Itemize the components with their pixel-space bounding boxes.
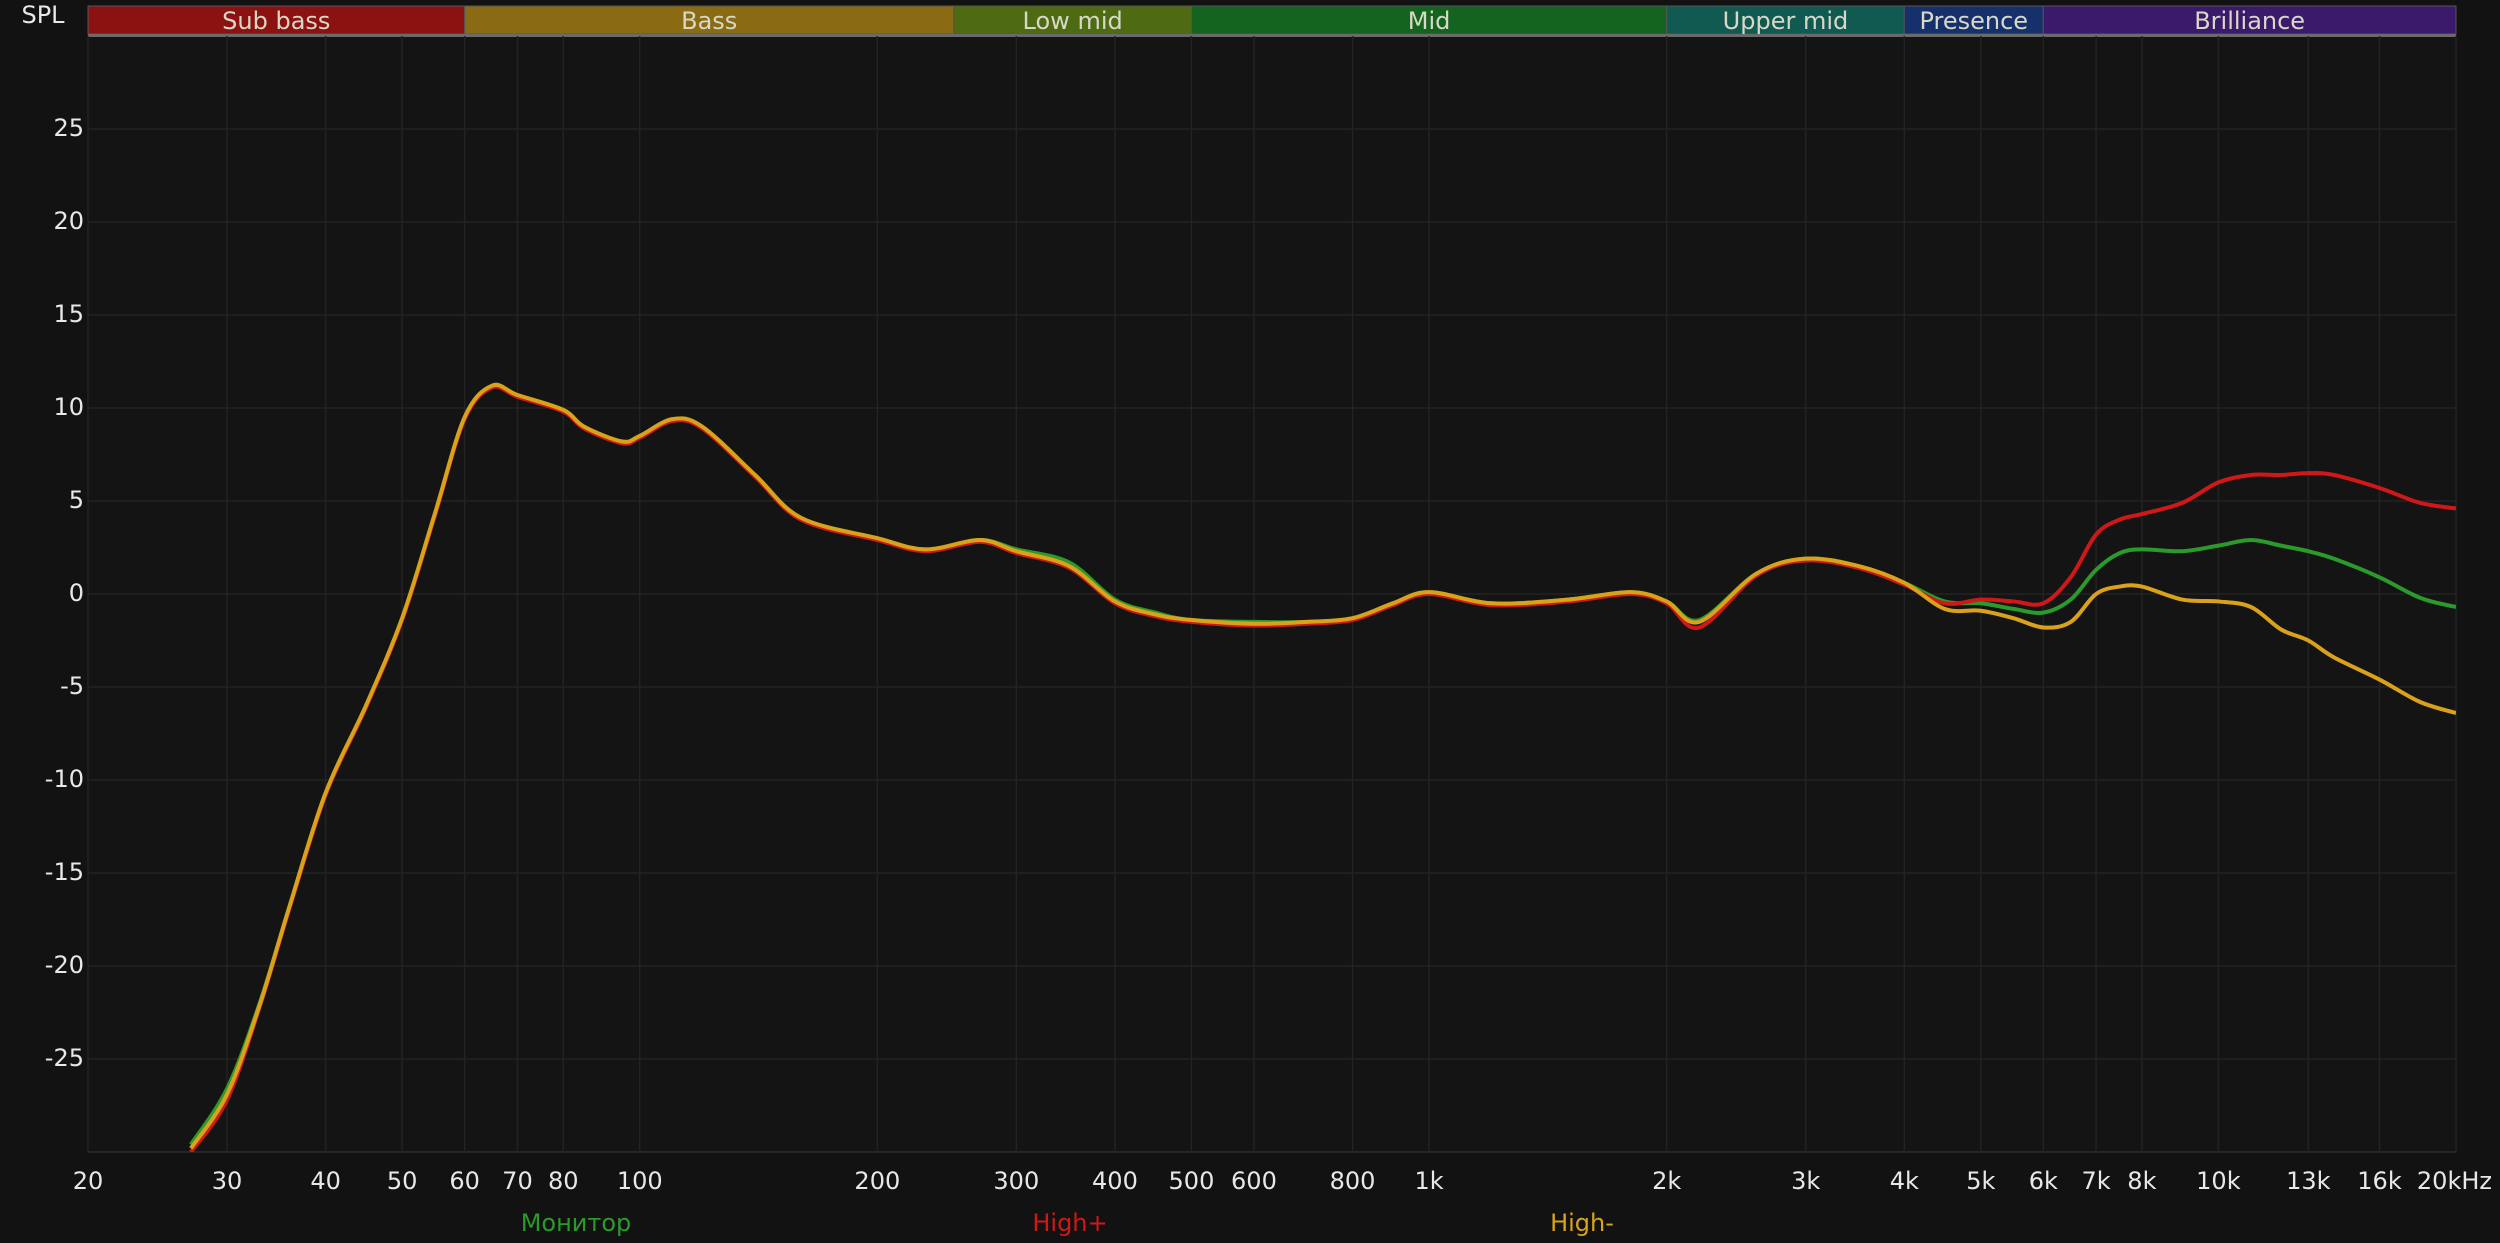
x-tick-label: 600	[1231, 1167, 1277, 1195]
legend-entry[interactable]: Монитор	[521, 1209, 632, 1237]
x-tick-label: 500	[1169, 1167, 1215, 1195]
y-axis-label: SPL	[21, 1, 65, 29]
band	[2042, 5, 2457, 35]
x-tick-label: 1k	[1414, 1167, 1443, 1195]
y-tick-label: 20	[53, 207, 84, 235]
x-tick-label: 300	[993, 1167, 1039, 1195]
x-tick-label: 8k	[2127, 1167, 2156, 1195]
x-tick-label: 30	[212, 1167, 243, 1195]
legend-entry[interactable]: High+	[1032, 1209, 1107, 1237]
x-tick-label: 100	[617, 1167, 663, 1195]
band-label: Sub bass	[222, 7, 330, 35]
band-label: Upper mid	[1723, 7, 1849, 35]
series-line	[189, 382, 2456, 1150]
x-tick-label: 20	[73, 1167, 104, 1195]
x-tick-label: 10k	[2196, 1167, 2241, 1195]
x-tick-label: 20kHz	[2417, 1167, 2492, 1195]
x-tick-label: 800	[1330, 1167, 1376, 1195]
x-tick-label: 16k	[2357, 1167, 2402, 1195]
y-tick-label: -5	[60, 672, 84, 700]
band	[464, 5, 955, 35]
y-tick-label: 5	[69, 486, 84, 514]
x-tick-label: 50	[387, 1167, 418, 1195]
x-tick-label: 2k	[1652, 1167, 1681, 1195]
band-label: Low mid	[1023, 7, 1123, 35]
x-tick-label: 6k	[2029, 1167, 2058, 1195]
x-tick-label: 400	[1092, 1167, 1138, 1195]
x-tick-label: 13k	[2286, 1167, 2331, 1195]
x-tick-label: 3k	[1791, 1167, 1820, 1195]
x-tick-label: 70	[502, 1167, 533, 1195]
legend-entry[interactable]: High-	[1550, 1209, 1614, 1237]
x-tick-label: 4k	[1890, 1167, 1919, 1195]
band-label: Mid	[1408, 7, 1451, 35]
y-tick-label: -15	[45, 858, 84, 886]
y-tick-label: 15	[53, 300, 84, 328]
y-tick-label: 0	[69, 579, 84, 607]
y-tick-label: -10	[45, 765, 84, 793]
y-tick-label: 10	[53, 393, 84, 421]
x-tick-label: 200	[854, 1167, 900, 1195]
band-label: Presence	[1919, 7, 2028, 35]
y-tick-label: 25	[53, 114, 84, 142]
band-underline	[88, 34, 2456, 37]
band	[87, 5, 466, 35]
x-tick-label: 80	[548, 1167, 579, 1195]
x-tick-label: 40	[310, 1167, 341, 1195]
x-tick-label: 7k	[2082, 1167, 2111, 1195]
x-tick-label: 5k	[1966, 1167, 1995, 1195]
band-label: Bass	[681, 7, 737, 35]
band-label: Brilliance	[2194, 7, 2305, 35]
y-tick-label: -25	[45, 1044, 84, 1072]
x-tick-label: 60	[449, 1167, 480, 1195]
y-tick-label: -20	[45, 951, 84, 979]
